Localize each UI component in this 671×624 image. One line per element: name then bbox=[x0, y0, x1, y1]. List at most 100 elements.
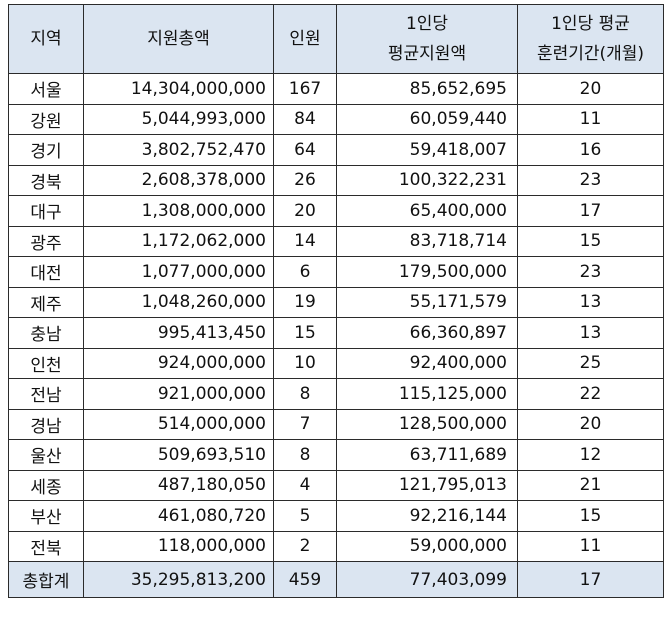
cell-avg-support: 85,652,695 bbox=[336, 73, 518, 105]
table-row: 울산 509,693,510 8 63,711,689 12 bbox=[8, 439, 664, 471]
cell-avg-training-period: 11 bbox=[517, 530, 664, 562]
cell-avg-support: 59,000,000 bbox=[336, 530, 518, 562]
cell-people: 8 bbox=[273, 378, 337, 410]
cell-total-support: 487,180,050 bbox=[83, 469, 274, 501]
header-region: 지역 bbox=[8, 4, 84, 74]
cell-total-support: 118,000,000 bbox=[83, 530, 274, 562]
cell-total-support: 921,000,000 bbox=[83, 378, 274, 410]
table-row: 서울 14,304,000,000 167 85,652,695 20 bbox=[8, 73, 664, 105]
cell-avg-training-period: 13 bbox=[517, 286, 664, 318]
cell-people: 19 bbox=[273, 286, 337, 318]
table-row: 인천 924,000,000 10 92,400,000 25 bbox=[8, 347, 664, 379]
cell-avg-training-period: 22 bbox=[517, 378, 664, 410]
cell-avg-support: 59,418,007 bbox=[336, 134, 518, 166]
cell-region: 경북 bbox=[8, 164, 84, 196]
cell-region: 전남 bbox=[8, 378, 84, 410]
cell-total-support: 2,608,378,000 bbox=[83, 164, 274, 196]
cell-total-support: 1,172,062,000 bbox=[83, 225, 274, 257]
cell-avg-support: 100,322,231 bbox=[336, 164, 518, 196]
cell-total-support: 1,048,260,000 bbox=[83, 286, 274, 318]
cell-people: 7 bbox=[273, 408, 337, 440]
regional-support-table: 지역 지원총액 인원 1인당 평균지원액 1인당 평균 훈련기간(개월) 서울 1… bbox=[8, 4, 664, 598]
cell-region: 대구 bbox=[8, 195, 84, 227]
cell-avg-support: 83,718,714 bbox=[336, 225, 518, 257]
cell-people: 5 bbox=[273, 500, 337, 532]
cell-avg-training-period: 11 bbox=[517, 103, 664, 135]
cell-people: 8 bbox=[273, 439, 337, 471]
summary-avg-training-period: 17 bbox=[517, 561, 664, 598]
cell-avg-support: 55,171,579 bbox=[336, 286, 518, 318]
table-row: 전남 921,000,000 8 115,125,000 22 bbox=[8, 378, 664, 410]
header-total-support: 지원총액 bbox=[83, 4, 274, 74]
header-avg-training-period: 1인당 평균 훈련기간(개월) bbox=[517, 4, 664, 74]
header-people: 인원 bbox=[273, 4, 337, 74]
cell-region: 전북 bbox=[8, 530, 84, 562]
cell-people: 4 bbox=[273, 469, 337, 501]
cell-avg-training-period: 21 bbox=[517, 469, 664, 501]
cell-region: 제주 bbox=[8, 286, 84, 318]
summary-total-support: 35,295,813,200 bbox=[83, 561, 274, 598]
header-avg-support-line2: 평균지원액 bbox=[387, 44, 467, 64]
summary-row: 총합계 35,295,813,200 459 77,403,099 17 bbox=[8, 561, 664, 598]
cell-people: 167 bbox=[273, 73, 337, 105]
cell-total-support: 1,077,000,000 bbox=[83, 256, 274, 288]
summary-region: 총합계 bbox=[8, 561, 84, 598]
cell-region: 부산 bbox=[8, 500, 84, 532]
cell-avg-support: 92,216,144 bbox=[336, 500, 518, 532]
cell-region: 대전 bbox=[8, 256, 84, 288]
header-row: 지역 지원총액 인원 1인당 평균지원액 1인당 평균 훈련기간(개월) bbox=[8, 4, 664, 74]
table-row: 경기 3,802,752,470 64 59,418,007 16 bbox=[8, 134, 664, 166]
cell-region: 강원 bbox=[8, 103, 84, 135]
cell-avg-support: 63,711,689 bbox=[336, 439, 518, 471]
table-row: 제주 1,048,260,000 19 55,171,579 13 bbox=[8, 286, 664, 318]
cell-total-support: 14,304,000,000 bbox=[83, 73, 274, 105]
cell-avg-support: 179,500,000 bbox=[336, 256, 518, 288]
cell-people: 26 bbox=[273, 164, 337, 196]
table-row: 충남 995,413,450 15 66,360,897 13 bbox=[8, 317, 664, 349]
cell-total-support: 995,413,450 bbox=[83, 317, 274, 349]
cell-total-support: 514,000,000 bbox=[83, 408, 274, 440]
table-row: 광주 1,172,062,000 14 83,718,714 15 bbox=[8, 225, 664, 257]
cell-avg-support: 60,059,440 bbox=[336, 103, 518, 135]
cell-avg-support: 115,125,000 bbox=[336, 378, 518, 410]
cell-people: 6 bbox=[273, 256, 337, 288]
cell-avg-support: 65,400,000 bbox=[336, 195, 518, 227]
cell-region: 서울 bbox=[8, 73, 84, 105]
table-footer: 총합계 35,295,813,200 459 77,403,099 17 bbox=[8, 561, 664, 598]
cell-avg-training-period: 17 bbox=[517, 195, 664, 227]
table-row: 대전 1,077,000,000 6 179,500,000 23 bbox=[8, 256, 664, 288]
table-row: 대구 1,308,000,000 20 65,400,000 17 bbox=[8, 195, 664, 227]
cell-people: 84 bbox=[273, 103, 337, 135]
header-avg-training-period-line1: 1인당 평균 bbox=[551, 14, 630, 34]
table-body: 서울 14,304,000,000 167 85,652,695 20 강원 5,044,9… bbox=[8, 73, 664, 562]
header-avg-training-period-line2: 훈련기간(개월) bbox=[536, 44, 645, 64]
cell-region: 경기 bbox=[8, 134, 84, 166]
cell-people: 10 bbox=[273, 347, 337, 379]
table-row: 전북 118,000,000 2 59,000,000 11 bbox=[8, 530, 664, 562]
cell-region: 광주 bbox=[8, 225, 84, 257]
table-header: 지역 지원총액 인원 1인당 평균지원액 1인당 평균 훈련기간(개월) bbox=[8, 4, 664, 74]
cell-avg-training-period: 12 bbox=[517, 439, 664, 471]
cell-region: 인천 bbox=[8, 347, 84, 379]
cell-people: 2 bbox=[273, 530, 337, 562]
cell-region: 울산 bbox=[8, 439, 84, 471]
cell-region: 충남 bbox=[8, 317, 84, 349]
cell-total-support: 461,080,720 bbox=[83, 500, 274, 532]
cell-region: 경남 bbox=[8, 408, 84, 440]
table-row: 강원 5,044,993,000 84 60,059,440 11 bbox=[8, 103, 664, 135]
cell-avg-training-period: 20 bbox=[517, 408, 664, 440]
cell-avg-support: 66,360,897 bbox=[336, 317, 518, 349]
cell-avg-training-period: 15 bbox=[517, 225, 664, 257]
summary-avg-support: 77,403,099 bbox=[336, 561, 518, 598]
cell-avg-support: 92,400,000 bbox=[336, 347, 518, 379]
cell-total-support: 5,044,993,000 bbox=[83, 103, 274, 135]
cell-total-support: 1,308,000,000 bbox=[83, 195, 274, 227]
cell-avg-training-period: 20 bbox=[517, 73, 664, 105]
table-row: 부산 461,080,720 5 92,216,144 15 bbox=[8, 500, 664, 532]
cell-avg-training-period: 23 bbox=[517, 256, 664, 288]
table-row: 세종 487,180,050 4 121,795,013 21 bbox=[8, 469, 664, 501]
cell-region: 세종 bbox=[8, 469, 84, 501]
cell-avg-training-period: 13 bbox=[517, 317, 664, 349]
cell-avg-training-period: 23 bbox=[517, 164, 664, 196]
cell-avg-training-period: 15 bbox=[517, 500, 664, 532]
